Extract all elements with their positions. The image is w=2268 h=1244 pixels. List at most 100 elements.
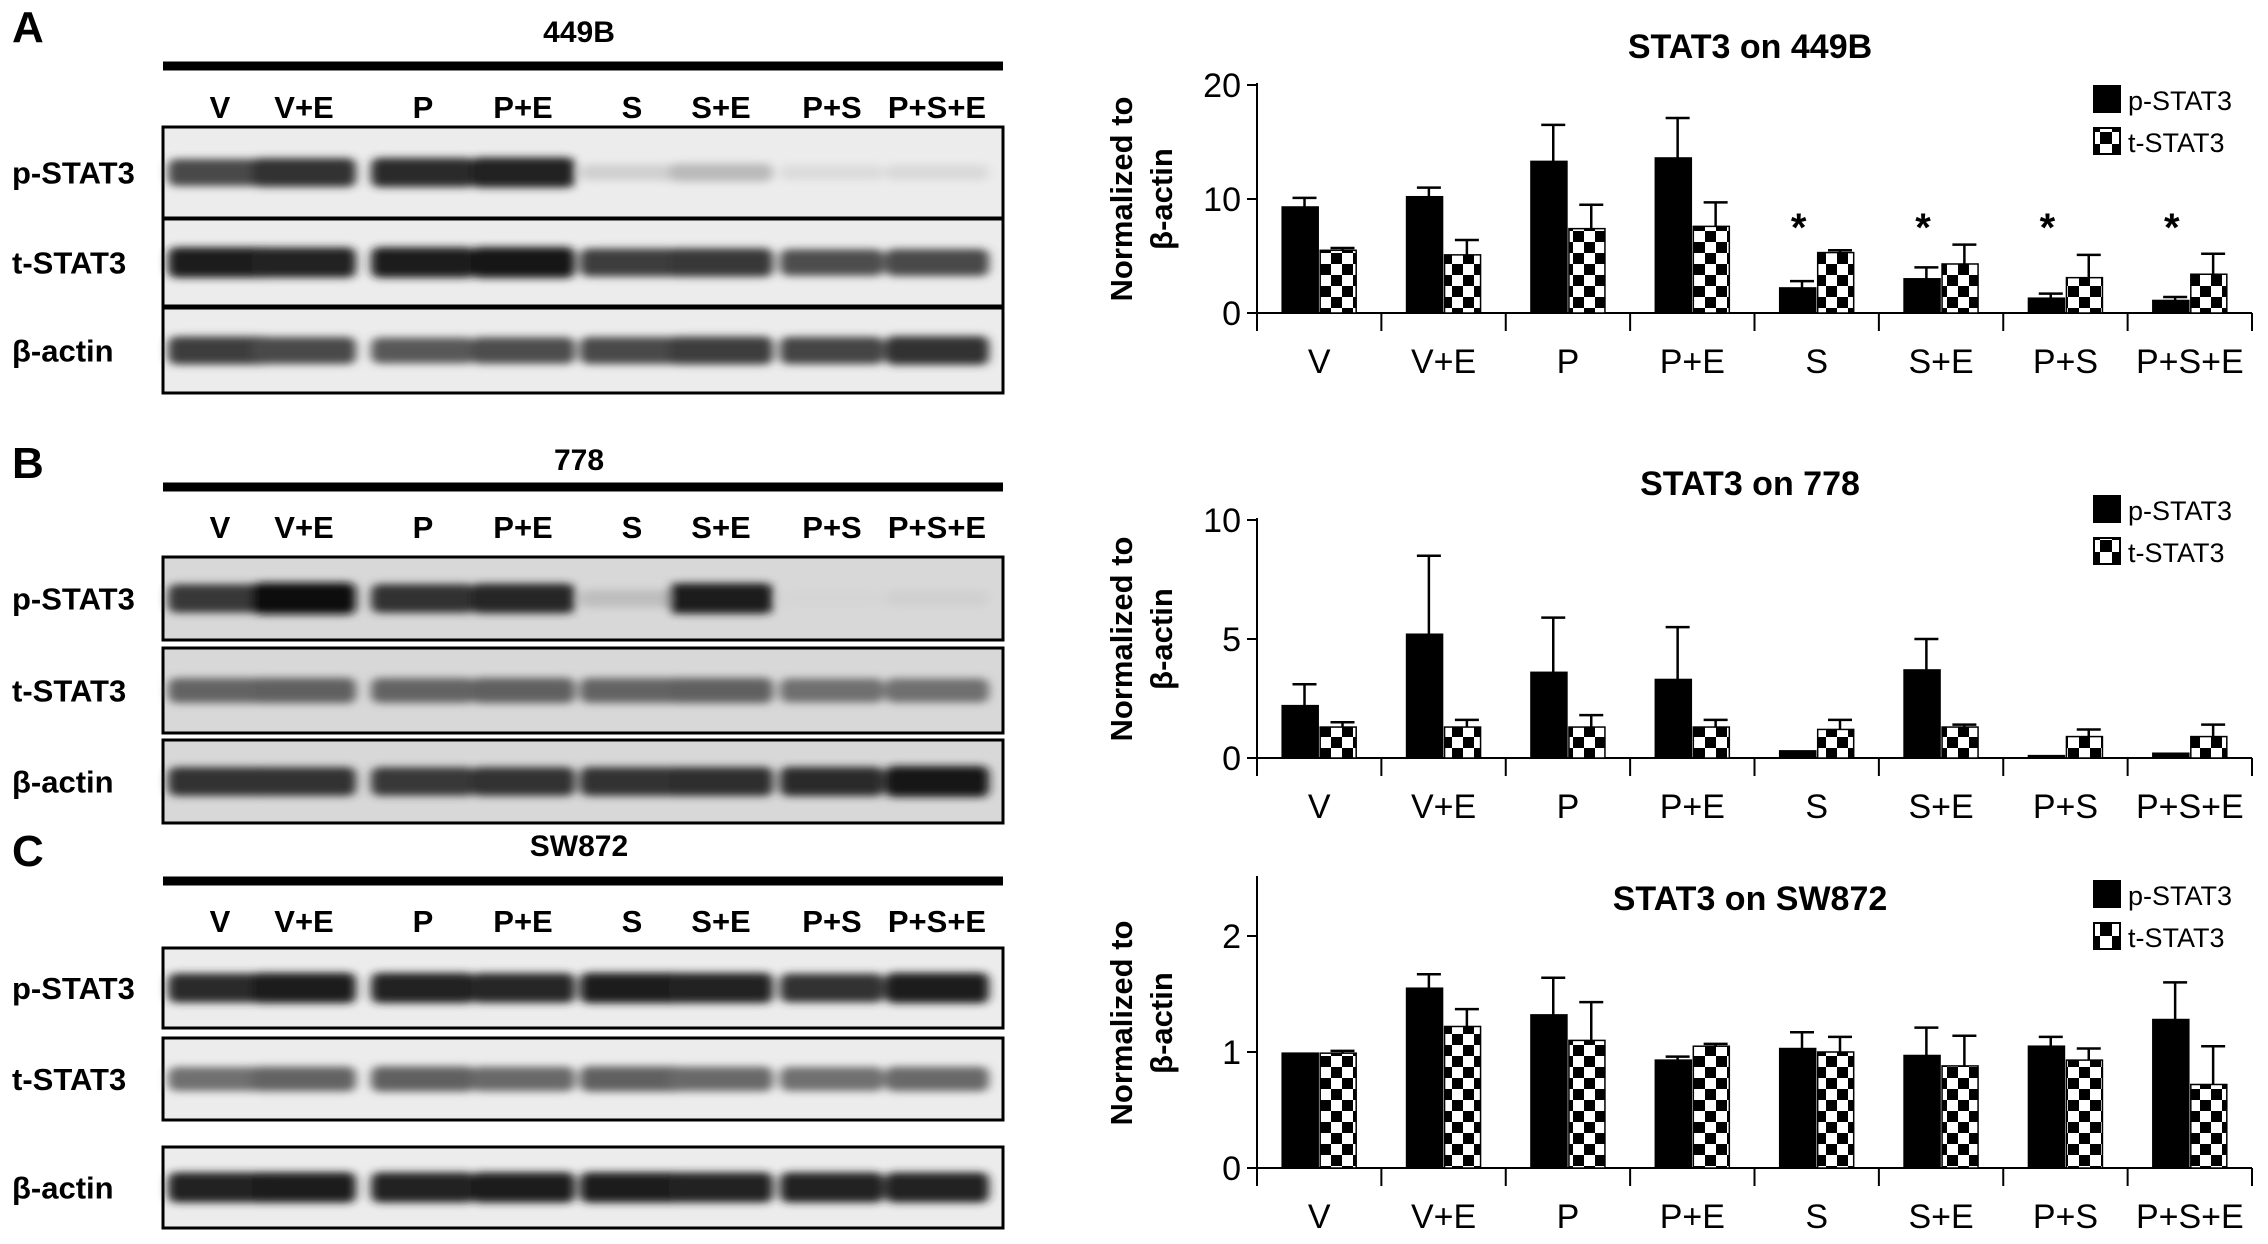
cell-line-title: 778 bbox=[554, 444, 604, 477]
lane-label: V bbox=[210, 904, 231, 939]
lane-label: S bbox=[622, 90, 643, 125]
x-tick-label: P+S+E bbox=[2136, 1198, 2244, 1236]
blot-band bbox=[371, 1172, 475, 1203]
blot-band bbox=[471, 677, 575, 704]
western-blots: A 449B V V+E P P+E S S+E P+S P+S+E p-STAT3 t-STAT3 β… bbox=[12, 3, 1005, 1230]
blot-row-label: p-STAT3 bbox=[12, 156, 135, 191]
bar-p-stat3 bbox=[2152, 752, 2190, 759]
y-tick-label: 10 bbox=[1203, 502, 1241, 540]
blot-bands bbox=[168, 972, 989, 1004]
bar-p-stat3 bbox=[2027, 297, 2066, 314]
blot-row: p-STAT3 bbox=[12, 125, 1005, 220]
bar-p-stat3 bbox=[2152, 1018, 2190, 1169]
blot-band bbox=[580, 164, 684, 181]
legend-swatch bbox=[2093, 880, 2121, 908]
cell-line-title: SW872 bbox=[530, 830, 628, 863]
blot-band bbox=[885, 590, 989, 607]
x-tick-label: V bbox=[1308, 788, 1331, 826]
significance-asterisk: * bbox=[2164, 206, 2180, 250]
legend-label: t-STAT3 bbox=[2128, 538, 2225, 568]
blot-band bbox=[669, 1172, 773, 1203]
x-tick-label: P bbox=[1557, 1198, 1580, 1236]
bar-p-stat3 bbox=[1530, 1014, 1568, 1169]
blot-band bbox=[371, 247, 475, 278]
bar-t-stat3 bbox=[1692, 726, 1731, 759]
lane-label: P+E bbox=[493, 904, 552, 939]
blot-band bbox=[252, 247, 356, 278]
lane-label: P+S bbox=[802, 510, 861, 545]
y-axis-label: β-actin bbox=[1144, 148, 1179, 250]
bar-t-stat3 bbox=[2065, 276, 2104, 314]
blot-band bbox=[252, 337, 356, 364]
bar-p-stat3 bbox=[1405, 987, 1444, 1169]
blot-row-label: β-actin bbox=[12, 765, 114, 800]
blot-row-label: β-actin bbox=[12, 1171, 114, 1206]
x-tick-label: V+E bbox=[1411, 788, 1476, 826]
lane-label: S bbox=[622, 904, 643, 939]
bar-t-stat3 bbox=[1816, 728, 1855, 759]
blot-bands bbox=[168, 336, 989, 365]
bar-t-stat3 bbox=[2065, 1059, 2104, 1169]
x-tick-label: S bbox=[1805, 788, 1828, 826]
lane-label: V+E bbox=[274, 510, 333, 545]
blot-band bbox=[885, 765, 989, 798]
bar-t-stat3 bbox=[1692, 1045, 1731, 1169]
bar-p-stat3 bbox=[1654, 157, 1693, 314]
bar-p-stat3 bbox=[2027, 754, 2066, 759]
blot-band bbox=[780, 1067, 884, 1091]
y-tick-label: 0 bbox=[1222, 740, 1241, 778]
bar-p-stat3 bbox=[2027, 1045, 2066, 1169]
blot-band bbox=[471, 337, 575, 364]
legend-label: p-STAT3 bbox=[2128, 86, 2232, 116]
blot-bands bbox=[168, 247, 989, 278]
lane-label: S+E bbox=[691, 904, 750, 939]
bar-p-stat3 bbox=[1405, 195, 1444, 314]
lane-label: P+E bbox=[493, 90, 552, 125]
blot-bands bbox=[168, 1066, 989, 1092]
blot-band bbox=[885, 164, 989, 181]
chart-2: STAT3 on 778 Normalized to β-actin 0 5 10 V V+E… bbox=[1104, 465, 2253, 826]
blot-band bbox=[168, 584, 272, 613]
legend-swatch bbox=[2093, 127, 2121, 155]
bar-p-stat3 bbox=[1405, 633, 1444, 759]
blot-band bbox=[168, 247, 272, 278]
lane-label: V bbox=[210, 90, 231, 125]
x-tick-label: V bbox=[1308, 1198, 1331, 1236]
chart-title: STAT3 on 778 bbox=[1640, 465, 1860, 503]
bar-p-stat3 bbox=[1903, 1054, 1941, 1169]
blot-band bbox=[780, 1172, 884, 1203]
blot-bands bbox=[168, 765, 989, 798]
legend-swatch bbox=[2093, 85, 2121, 113]
lane-label: P+S bbox=[802, 904, 861, 939]
y-axis-label: β-actin bbox=[1144, 588, 1179, 690]
blot-band bbox=[252, 677, 356, 704]
lane-label: P bbox=[413, 510, 434, 545]
legend-label: p-STAT3 bbox=[2128, 496, 2232, 526]
blot-panel-b: B 778 V V+E P P+E S S+E P+S P+S+E p-STAT3 t-STAT3 β-… bbox=[12, 439, 1005, 825]
x-tick-label: S bbox=[1805, 343, 1828, 381]
blot-band bbox=[580, 678, 684, 703]
y-axis-label: β-actin bbox=[1144, 972, 1179, 1074]
chart-legend: p-STAT3 t-STAT3 bbox=[2093, 495, 2232, 568]
x-tick-label: S bbox=[1805, 1198, 1828, 1236]
blot-band bbox=[371, 678, 475, 703]
blot-band bbox=[580, 337, 684, 364]
blot-band bbox=[780, 973, 884, 1003]
blot-band bbox=[371, 972, 475, 1004]
legend-label: t-STAT3 bbox=[2128, 128, 2225, 158]
bar-t-stat3 bbox=[1443, 1025, 1482, 1169]
y-tick-label: 10 bbox=[1203, 181, 1241, 219]
blot-row-label: t-STAT3 bbox=[12, 246, 126, 281]
blot-band bbox=[669, 677, 773, 704]
blot-bands bbox=[168, 1172, 989, 1203]
bar-t-stat3 bbox=[1568, 227, 1606, 314]
x-tick-label: S+E bbox=[1908, 788, 1973, 826]
bar-p-stat3 bbox=[1903, 278, 1941, 314]
bar-t-stat3 bbox=[1692, 225, 1731, 314]
blot-band bbox=[252, 972, 356, 1004]
lane-label: S+E bbox=[691, 90, 750, 125]
bar-p-stat3 bbox=[1530, 160, 1568, 314]
blot-band bbox=[669, 766, 773, 797]
lane-label: V+E bbox=[274, 90, 333, 125]
